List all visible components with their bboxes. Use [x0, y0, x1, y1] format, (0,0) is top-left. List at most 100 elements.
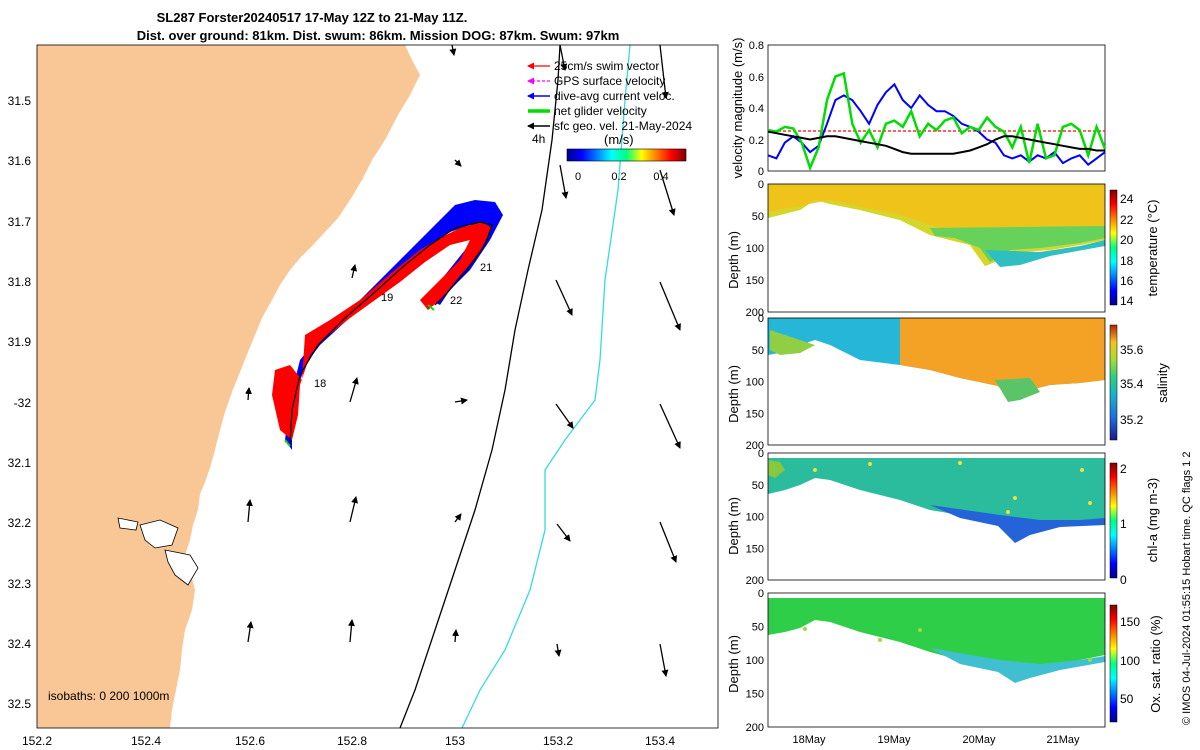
figure-title-line2: Dist. over ground: 81km. Dist. swum: 86k…: [137, 28, 620, 43]
depth-tick-label: 0: [758, 313, 764, 325]
temperature-section: Depth (m) 0 50 100 150 200 14 16 18 20 22 24…: [726, 179, 1160, 319]
svg-text:temperature (°C): temperature (°C): [1145, 200, 1160, 297]
isobath-200m: [399, 45, 561, 728]
depth-tick-label: 200: [746, 575, 764, 587]
day-label-21: 21: [480, 262, 492, 274]
depth-tick-label: 200: [746, 307, 764, 319]
svg-text:31.7: 31.7: [8, 215, 32, 229]
depth-ticks-2: 0 50 100 150 200: [746, 313, 764, 452]
map-legend: 25cm/s swim vector GPS surface velocity …: [527, 59, 692, 183]
section-speckle: [878, 638, 882, 642]
svg-text:153: 153: [445, 734, 465, 748]
section-speckle: [958, 461, 962, 465]
svg-text:35.2: 35.2: [1120, 413, 1144, 427]
svg-text:0.4: 0.4: [749, 103, 764, 115]
section-speckle: [868, 462, 872, 466]
svg-text:1: 1: [1120, 517, 1127, 531]
svg-text:152.2: 152.2: [22, 734, 52, 748]
land-polygon: [37, 45, 420, 728]
depth-tick-label: 150: [746, 275, 764, 287]
depth-tick-label: 200: [746, 440, 764, 452]
estuary-features: [117, 517, 199, 586]
legend-gps-surface-velocity: GPS surface velocity: [554, 74, 665, 88]
map-y-ticks: 31.5 31.6 31.7 31.8 31.9 -32 32.1 32.2 3…: [8, 94, 32, 711]
svg-text:32.3: 32.3: [8, 577, 32, 591]
legend-sfc-geo-vel: sfc geo. vel. 21-May-2024: [554, 119, 692, 133]
colorbar-unit: (m/s): [604, 132, 634, 147]
section-speckle: [1080, 468, 1084, 472]
svg-text:19May: 19May: [877, 734, 911, 746]
depth-tick-label: 0: [758, 448, 764, 460]
depth-ticks-3: 0 50 100 150 200: [746, 448, 764, 587]
copyright-note: © IMOS 04-Jul-2024 01:55:15 Hobart time.…: [1181, 452, 1193, 725]
svg-text:100: 100: [1120, 654, 1140, 668]
svg-text:50: 50: [1120, 692, 1134, 706]
depth-tick-label: 50: [752, 480, 764, 492]
depth-ticks-1: 0 50 100 150 200: [746, 179, 764, 319]
geostrophic-velocity-arrows: [245, 45, 681, 677]
svg-text:32.5: 32.5: [8, 697, 32, 711]
time-step-label: 4h: [532, 132, 545, 146]
svg-text:0: 0: [1120, 573, 1127, 587]
svg-text:-32: -32: [14, 396, 32, 410]
svg-text:22: 22: [1120, 213, 1134, 227]
svg-text:21May: 21May: [1046, 734, 1080, 746]
svg-text:35.4: 35.4: [1120, 377, 1144, 391]
map-colorbar: [566, 148, 687, 162]
section-speckle: [803, 627, 807, 631]
salinity-colorbar-ticks: 35.2 35.4 35.6: [1120, 343, 1144, 427]
svg-text:153.4: 153.4: [645, 734, 675, 748]
salinity-section: Depth (m) 0 50 100 150 200 35.2 35.4 35.6 sa…: [726, 313, 1170, 452]
velocity-axis-label: velocity magnitude (m/s): [730, 38, 745, 179]
date-axis-ticks: 18May 19May 20May 21May: [792, 734, 1080, 746]
map-x-ticks: 152.2 152.4 152.6 152.8 153 153.2 153.4: [22, 734, 675, 748]
svg-text:24: 24: [1120, 192, 1134, 206]
map-panel: 18 19 21 22 152.2 152.4 152.6 152.8 153 …: [8, 44, 719, 748]
velocity-series-2: [767, 130, 1105, 155]
chla-colorbar-ticks: 0 1 2: [1120, 462, 1127, 587]
svg-text:32.4: 32.4: [8, 637, 32, 651]
depth-tick-label: 100: [746, 655, 764, 667]
depth-tick-label: 0: [758, 588, 764, 600]
svg-text:0.8: 0.8: [749, 40, 764, 52]
svg-text:32.2: 32.2: [8, 516, 32, 530]
svg-text:152.8: 152.8: [337, 734, 367, 748]
svg-text:20: 20: [1120, 233, 1134, 247]
svg-text:Depth (m): Depth (m): [726, 231, 741, 289]
section-speckle: [813, 468, 817, 472]
svg-text:31.8: 31.8: [8, 275, 32, 289]
isobath-1000m: [461, 45, 631, 728]
svg-text:150: 150: [1120, 615, 1140, 629]
svg-text:salinity: salinity: [1155, 363, 1170, 403]
svg-text:0: 0: [575, 171, 581, 183]
depth-tick-label: 0: [758, 179, 764, 191]
svg-text:20May: 20May: [962, 734, 996, 746]
depth-tick-label: 150: [746, 543, 764, 555]
temperature-colorbar-ticks: 14 16 18 20 22 24: [1120, 192, 1134, 308]
depth-tick-label: 150: [746, 408, 764, 420]
svg-text:18May: 18May: [792, 734, 826, 746]
svg-text:16: 16: [1120, 274, 1134, 288]
svg-text:2: 2: [1120, 462, 1127, 476]
chlorophyll-section: Depth (m) 0 50 100 150 200 0 1 2 chl-a (mg m…: [726, 448, 1160, 587]
depth-tick-label: 50: [752, 345, 764, 357]
section-speckle: [918, 628, 922, 632]
svg-text:chl-a (mg m-3): chl-a (mg m-3): [1145, 478, 1160, 563]
velocity-panel: velocity magnitude (m/s) 0 0.2 0.4 0.6 0…: [730, 38, 1107, 179]
section-speckle: [1088, 501, 1092, 505]
section-speckle: [1088, 658, 1092, 662]
day-label-19: 19: [381, 292, 393, 304]
depth-tick-label: 150: [746, 689, 764, 701]
svg-text:Ox. sat. ratio (%): Ox. sat. ratio (%): [1148, 615, 1163, 713]
svg-text:0.2: 0.2: [749, 135, 764, 147]
svg-text:31.5: 31.5: [8, 94, 32, 108]
depth-tick-label: 50: [752, 211, 764, 223]
figure-title-line1: SL287 Forster20240517 17-May 12Z to 21-M…: [157, 10, 468, 25]
depth-tick-label: 200: [746, 722, 764, 734]
svg-text:18: 18: [1120, 254, 1134, 268]
glider-track-line: [289, 221, 493, 446]
svg-text:31.6: 31.6: [8, 154, 32, 168]
depth-tick-label: 100: [746, 377, 764, 389]
oxygen-section: Depth (m) 0 50 100 150 200 50 100 150 Ox. sa…: [726, 588, 1163, 746]
